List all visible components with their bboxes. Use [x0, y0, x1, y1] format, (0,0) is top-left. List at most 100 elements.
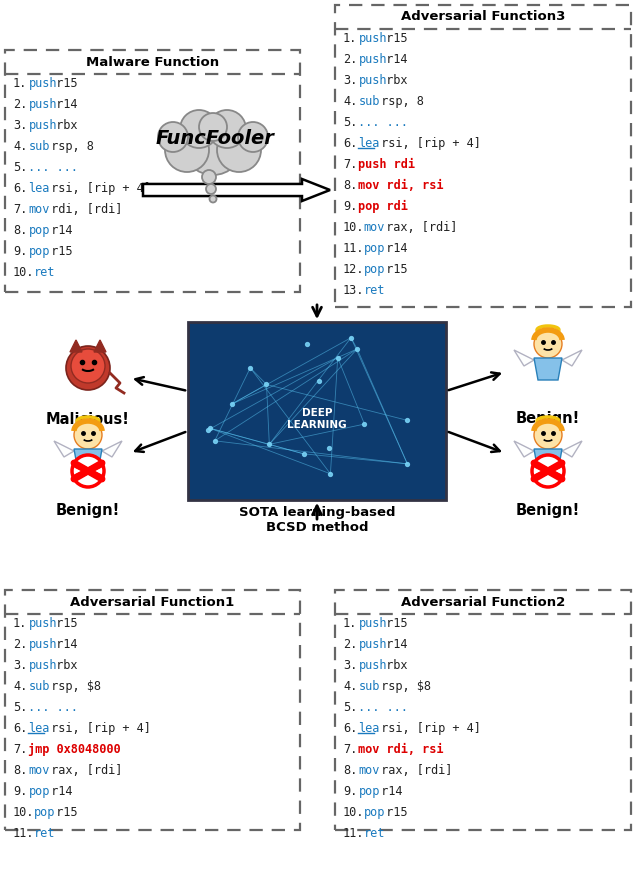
- Text: r15: r15: [49, 77, 78, 89]
- Text: 10.: 10.: [343, 221, 364, 233]
- Text: SOTA learning-based
BCSD method: SOTA learning-based BCSD method: [238, 506, 395, 534]
- Text: 13.: 13.: [343, 284, 364, 297]
- Text: rax, [rdi]: rax, [rdi]: [44, 764, 122, 777]
- Text: lea: lea: [359, 137, 380, 149]
- Text: push: push: [359, 659, 387, 672]
- Text: pop: pop: [29, 785, 50, 797]
- Text: 2.: 2.: [13, 637, 27, 651]
- Circle shape: [202, 170, 216, 184]
- Text: 11.: 11.: [13, 827, 34, 840]
- Text: r14: r14: [379, 53, 408, 65]
- Polygon shape: [562, 441, 582, 457]
- Text: ret: ret: [364, 284, 385, 297]
- Text: 6.: 6.: [13, 721, 27, 735]
- Text: sub: sub: [29, 140, 50, 153]
- Polygon shape: [514, 350, 534, 366]
- Text: ... ...: ... ...: [359, 116, 408, 129]
- Text: push: push: [29, 617, 57, 629]
- Text: r14: r14: [44, 224, 73, 237]
- Text: 4.: 4.: [343, 680, 357, 693]
- Text: 8.: 8.: [13, 764, 27, 777]
- Bar: [335, 590, 631, 830]
- Text: rbx: rbx: [49, 659, 78, 672]
- Text: 5.: 5.: [343, 701, 357, 713]
- Text: Malicious!: Malicious!: [46, 413, 130, 428]
- Text: ... ...: ... ...: [359, 701, 408, 713]
- Text: Benign!: Benign!: [516, 502, 580, 517]
- Text: 1.: 1.: [13, 77, 27, 89]
- Bar: [188, 322, 446, 500]
- Text: 2.: 2.: [343, 53, 357, 65]
- Text: jmp 0x8048000: jmp 0x8048000: [29, 743, 121, 756]
- Text: pop: pop: [364, 241, 385, 255]
- Text: 9.: 9.: [343, 200, 357, 213]
- Text: r15: r15: [44, 245, 73, 257]
- Text: r15: r15: [379, 617, 408, 629]
- Text: pop: pop: [29, 245, 50, 257]
- Text: 4.: 4.: [13, 140, 27, 153]
- Text: 5.: 5.: [13, 701, 27, 713]
- Text: 8.: 8.: [343, 764, 357, 777]
- Text: 7.: 7.: [343, 743, 357, 756]
- Circle shape: [158, 122, 188, 152]
- Text: push rdi: push rdi: [359, 157, 415, 171]
- Text: r15: r15: [49, 805, 78, 819]
- Text: DEEP
LEARNING: DEEP LEARNING: [287, 408, 347, 430]
- Text: 4.: 4.: [13, 680, 27, 693]
- Text: 3.: 3.: [13, 659, 27, 672]
- Text: 2.: 2.: [343, 637, 357, 651]
- Text: 1.: 1.: [343, 32, 357, 45]
- Text: 3.: 3.: [13, 118, 27, 132]
- Text: lea: lea: [29, 721, 50, 735]
- Text: 9.: 9.: [343, 785, 357, 797]
- Text: r14: r14: [44, 785, 73, 797]
- Text: 3.: 3.: [343, 73, 357, 87]
- Text: r15: r15: [379, 263, 408, 276]
- Text: Adversarial Function1: Adversarial Function1: [71, 596, 235, 608]
- Polygon shape: [70, 340, 82, 352]
- Text: lea: lea: [29, 181, 50, 194]
- Text: r14: r14: [49, 97, 78, 110]
- Text: r15: r15: [49, 617, 78, 629]
- Text: r15: r15: [379, 32, 408, 45]
- Circle shape: [208, 110, 246, 148]
- Text: rax, [rdi]: rax, [rdi]: [379, 221, 457, 233]
- Text: 6.: 6.: [343, 137, 357, 149]
- Text: 11.: 11.: [343, 827, 364, 840]
- Text: push: push: [359, 53, 387, 65]
- Text: push: push: [29, 77, 57, 89]
- Polygon shape: [102, 441, 122, 457]
- Text: rsi, [rip + 4]: rsi, [rip + 4]: [374, 137, 481, 149]
- Text: 8.: 8.: [343, 179, 357, 192]
- Bar: [5, 590, 300, 830]
- Text: rsp, $8: rsp, $8: [374, 680, 431, 693]
- Text: r15: r15: [379, 805, 408, 819]
- Text: 5.: 5.: [13, 161, 27, 173]
- Text: mov: mov: [29, 202, 50, 216]
- Text: 3.: 3.: [343, 659, 357, 672]
- Polygon shape: [514, 441, 534, 457]
- Text: rsi, [rip + 4]: rsi, [rip + 4]: [44, 721, 151, 735]
- Text: sub: sub: [359, 95, 380, 108]
- Text: mov: mov: [29, 764, 50, 777]
- Text: FuncFooler: FuncFooler: [156, 129, 275, 149]
- Polygon shape: [54, 441, 74, 457]
- Text: 8.: 8.: [13, 224, 27, 237]
- Polygon shape: [534, 449, 562, 471]
- Text: pop: pop: [359, 785, 380, 797]
- Text: mov rdi, rsi: mov rdi, rsi: [359, 179, 444, 192]
- Text: rbx: rbx: [379, 73, 408, 87]
- Bar: [5, 50, 300, 292]
- Circle shape: [209, 195, 216, 202]
- Circle shape: [206, 184, 216, 194]
- Text: 6.: 6.: [343, 721, 357, 735]
- Text: ret: ret: [34, 266, 55, 278]
- Text: 10.: 10.: [343, 805, 364, 819]
- Circle shape: [165, 128, 209, 172]
- Polygon shape: [74, 449, 102, 471]
- Text: push: push: [29, 118, 57, 132]
- Text: push: push: [359, 617, 387, 629]
- Text: 7.: 7.: [13, 202, 27, 216]
- Polygon shape: [94, 340, 106, 352]
- Text: Benign!: Benign!: [56, 502, 120, 517]
